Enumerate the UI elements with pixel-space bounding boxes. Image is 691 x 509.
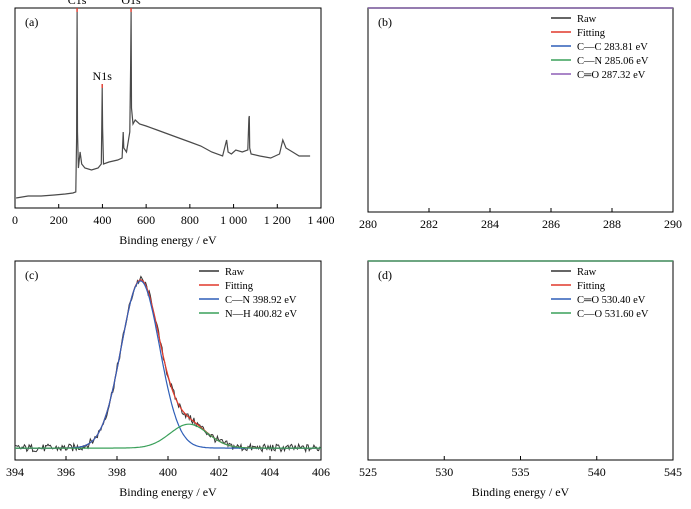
peak-annotation: C1s: [68, 0, 87, 7]
legend-entry: Raw: [577, 267, 597, 278]
x-tick-label: 402: [210, 465, 228, 479]
x-tick-label: 1 400: [308, 213, 335, 227]
x-tick-label: 282: [420, 217, 438, 231]
x-tick-label: 398: [108, 465, 126, 479]
panel-label: (c): [25, 268, 38, 282]
x-tick-label: 290: [664, 217, 682, 231]
peak-annotation: N1s: [93, 69, 113, 83]
panel-3: 525 530 535 540 545 Binding energy / eV (d) Raw…: [359, 260, 682, 499]
x-tick-label: 525: [359, 465, 377, 479]
x-axis-label: Binding energy / eV: [472, 485, 570, 499]
x-tick-label: 1 000: [220, 213, 247, 227]
x-tick-label: 284: [481, 217, 499, 231]
plot-frame: [367, 260, 674, 461]
legend-entry: C—C 283.81 eV: [577, 42, 648, 53]
x-tick-label: 286: [542, 217, 560, 231]
x-tick-label: 1 200: [264, 213, 291, 227]
plot-frame: [14, 260, 322, 461]
plot-frame: [367, 7, 674, 213]
series-line-2: [15, 280, 321, 449]
x-tick-label: 394: [6, 465, 24, 479]
peak-annotation: O1s: [121, 0, 141, 7]
legend-entry: C—N 398.92 eV: [225, 295, 297, 306]
legend-entry: Fitting: [577, 28, 606, 39]
x-tick-label: 0: [12, 213, 18, 227]
panel-0: 0 200 400 600 800 1 000 1 200 1 400 Binding ener…: [12, 0, 335, 247]
panel-2: 394 396 398 400 402 404 406 Binding energy / eV…: [6, 260, 330, 499]
panel-label: (b): [378, 15, 392, 29]
legend-entry: Fitting: [577, 281, 606, 292]
x-tick-label: 396: [57, 465, 75, 479]
x-tick-label: 400: [93, 213, 111, 227]
legend-entry: Fitting: [225, 281, 254, 292]
panel-label: (a): [25, 15, 38, 29]
x-axis-label: Binding energy / eV: [119, 233, 217, 247]
legend-entry: C═O 287.32 eV: [577, 70, 646, 81]
legend-entry: C═O 530.40 eV: [577, 295, 646, 306]
x-tick-label: 406: [312, 465, 330, 479]
legend-entry: N—H 400.82 eV: [225, 309, 297, 320]
panel-1: 280 282 284 286 288 290 (b) Raw Fitting C—C 283.8…: [359, 7, 682, 231]
x-tick-label: 600: [137, 213, 155, 227]
legend-entry: C—O 531.60 eV: [577, 309, 649, 320]
plot-frame: [14, 7, 322, 209]
x-tick-label: 400: [159, 465, 177, 479]
x-axis-label: Binding energy / eV: [119, 485, 217, 499]
x-tick-label: 404: [261, 465, 279, 479]
x-tick-label: 530: [435, 465, 453, 479]
x-tick-label: 800: [181, 213, 199, 227]
series-line-3: [15, 423, 321, 449]
x-tick-label: 288: [603, 217, 621, 231]
legend-entry: C—N 285.06 eV: [577, 56, 649, 67]
legend-entry: Raw: [225, 267, 245, 278]
x-tick-label: 540: [588, 465, 606, 479]
x-tick-label: 545: [664, 465, 682, 479]
legend-entry: Raw: [577, 14, 597, 25]
x-tick-label: 280: [359, 217, 377, 231]
panel-label: (d): [378, 268, 392, 282]
x-tick-label: 535: [512, 465, 530, 479]
x-tick-label: 200: [50, 213, 68, 227]
series-line-0: [16, 11, 311, 199]
